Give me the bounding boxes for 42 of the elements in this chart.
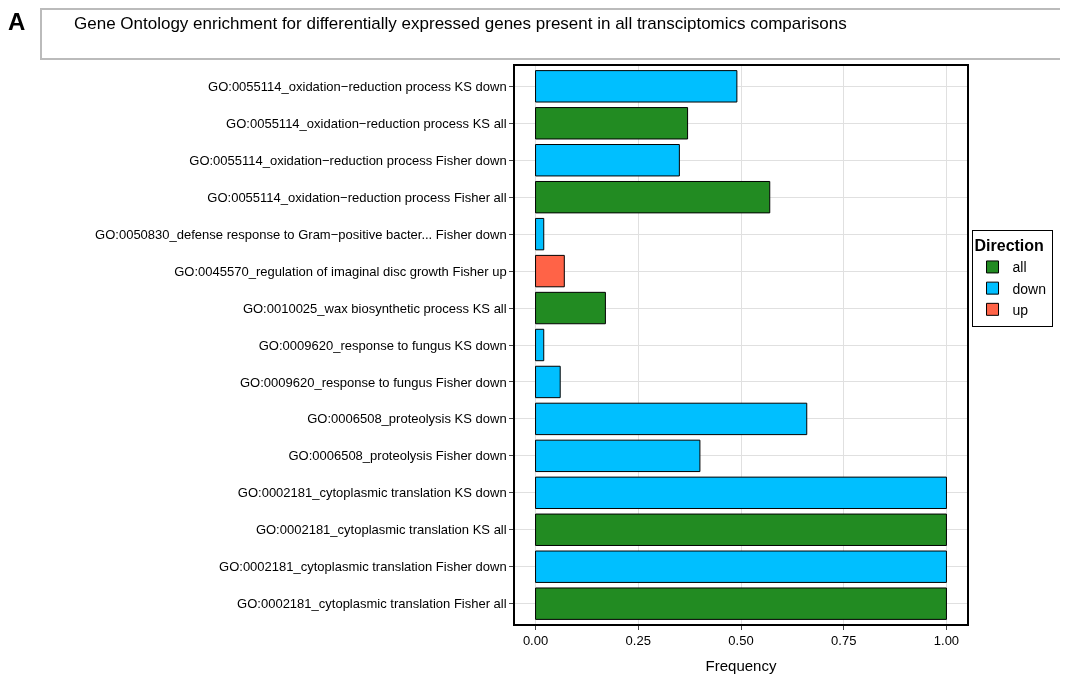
bar bbox=[535, 587, 947, 620]
bar bbox=[535, 144, 680, 177]
y-tick-label: GO:0002181_cytoplasmic translation Fisher down bbox=[219, 559, 507, 575]
y-tick-label: GO:0002181_cytoplasmic translation Fisher all bbox=[237, 596, 507, 612]
y-tick-label: GO:0009620_response to fungus KS down bbox=[258, 337, 507, 353]
y-tick-label: GO:0006508_proteolysis Fisher down bbox=[288, 448, 507, 464]
bar bbox=[535, 328, 545, 362]
y-tick-label: GO:0055114_oxidation−reduction process Fisher down bbox=[189, 152, 507, 168]
bar bbox=[535, 107, 689, 140]
y-tick-label: GO:0002181_cytoplasmic translation KS down bbox=[237, 485, 507, 501]
x-axis-title: Frequency bbox=[705, 657, 777, 674]
chart-title: Gene Ontology enrichment for differentially expressed genes present in all transciptomics comparisons bbox=[40, 8, 1060, 60]
y-tick-label: GO:0055114_oxidation−reduction process Fisher all bbox=[207, 189, 507, 205]
bar bbox=[535, 365, 561, 399]
bar bbox=[535, 513, 947, 546]
bar bbox=[535, 476, 947, 510]
y-tick-label: GO:0045570_regulation of imaginal disc growth Fisher up bbox=[174, 263, 507, 279]
x-tick-label: 0.50 bbox=[728, 633, 754, 649]
y-tick-label: GO:0002181_cytoplasmic translation KS all bbox=[255, 522, 507, 538]
x-tick-label: 0.25 bbox=[625, 633, 651, 649]
y-tick-label: GO:0010025_wax biosynthetic process KS all bbox=[242, 300, 507, 316]
x-tick-label: 1.00 bbox=[933, 633, 960, 649]
bar bbox=[535, 550, 947, 583]
y-tick-label: GO:0006508_proteolysis KS down bbox=[307, 411, 507, 427]
bar bbox=[535, 402, 808, 436]
text: A bbox=[8, 8, 26, 36]
legend-label: all bbox=[1012, 259, 1027, 276]
y-tick-label: GO:0050830_defense response to Gram−positive bacter... Fisher down bbox=[95, 226, 507, 242]
legend-label: down bbox=[1012, 280, 1046, 297]
legend-title: Direction bbox=[974, 237, 1044, 255]
x-tick-label: 0.75 bbox=[831, 633, 857, 649]
legend-label: up bbox=[1012, 301, 1029, 318]
x-tick-label: 0.00 bbox=[522, 633, 549, 649]
bar bbox=[535, 217, 545, 251]
y-tick-label: GO:0009620_response to fungus Fisher down bbox=[239, 374, 507, 390]
y-tick-label: GO:0055114_oxidation−reduction process KS all bbox=[226, 115, 507, 131]
bar bbox=[535, 254, 565, 288]
bar bbox=[535, 70, 738, 103]
y-tick-label: GO:0055114_oxidation−reduction process KS down bbox=[208, 78, 507, 94]
bar bbox=[535, 439, 701, 473]
bar bbox=[535, 291, 606, 325]
bar bbox=[535, 180, 771, 214]
